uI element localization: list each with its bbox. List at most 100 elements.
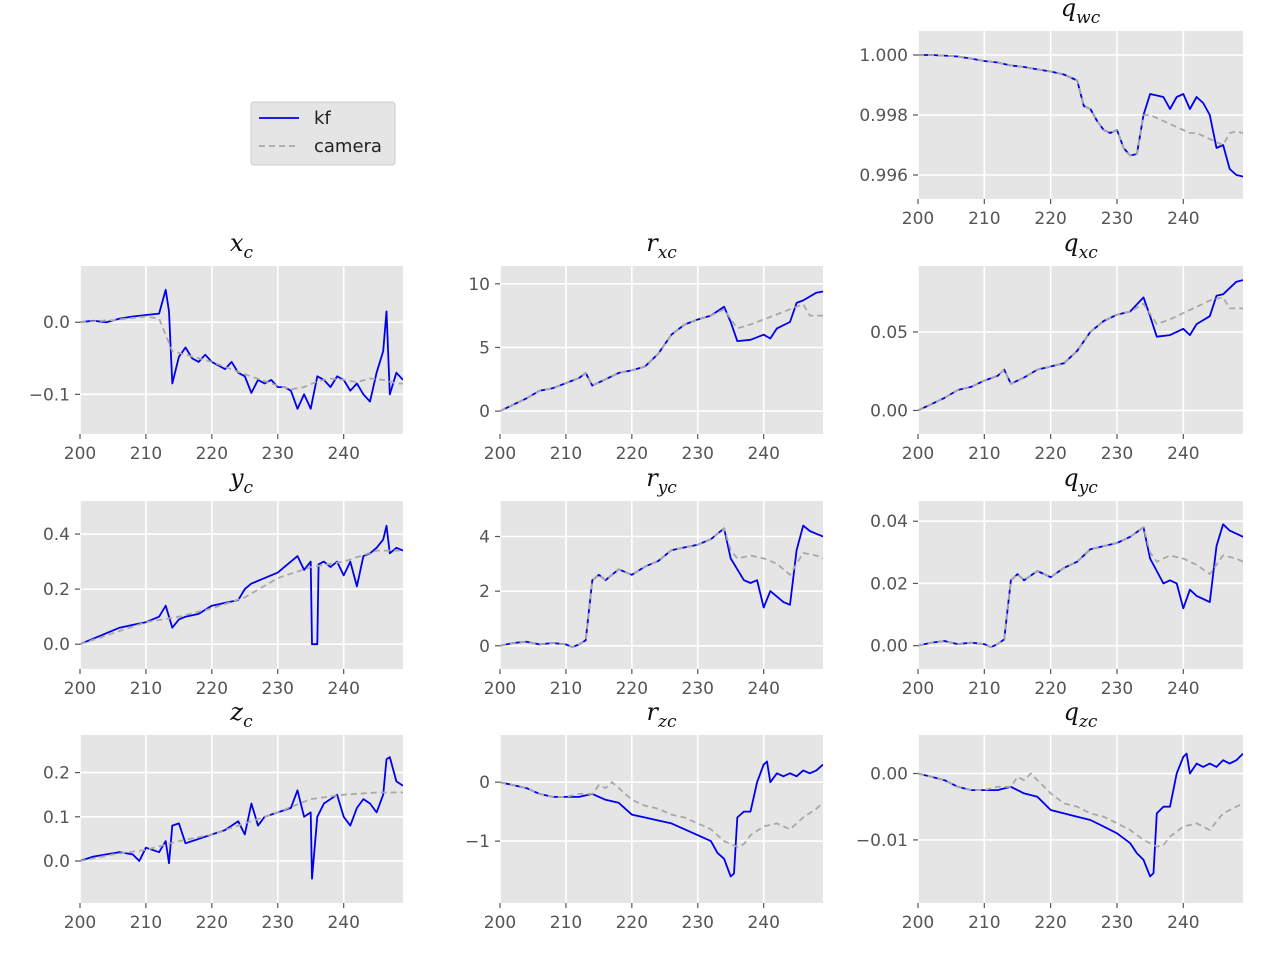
x-tick-label: 230 <box>262 444 294 464</box>
subplot-title-yc: yc <box>229 464 254 498</box>
legend-label-camera: camera <box>314 136 382 157</box>
x-tick-label: 240 <box>1167 444 1199 464</box>
x-tick-label: 210 <box>130 679 162 699</box>
x-tick-label: 230 <box>1101 444 1133 464</box>
y-tick-label: 0 <box>479 637 490 657</box>
series-line-kf-qzc <box>918 752 1243 878</box>
x-tick-label: 240 <box>1167 913 1199 933</box>
x-tick-label: 230 <box>262 679 294 699</box>
series-line-camera-rxc <box>500 303 823 412</box>
x-tick-label: 220 <box>616 913 648 933</box>
x-tick-label: 200 <box>64 913 96 933</box>
subplot-ryc: 200 210 220 230 240 0 2 4 ryc <box>479 464 823 699</box>
y-tick-label: 0.2 <box>43 764 70 784</box>
x-tick-label: 230 <box>682 679 714 699</box>
series-line-camera-rzc <box>500 781 823 848</box>
y-tick-label: −0.01 <box>856 831 908 851</box>
subplot-title-qxc: qxc <box>1063 229 1098 263</box>
series-line-camera-ryc <box>500 527 823 648</box>
x-tick-label: 210 <box>968 209 1000 229</box>
x-tick-label: 240 <box>327 679 359 699</box>
y-tick-label: 0.2 <box>43 580 70 600</box>
series-line-camera-qxc <box>918 296 1243 412</box>
x-tick-label: 220 <box>196 913 228 933</box>
x-tick-label: 230 <box>1101 209 1133 229</box>
x-tick-label: 200 <box>484 913 516 933</box>
series-line-kf-rzc <box>500 760 823 878</box>
y-tick-label: 0.1 <box>43 808 70 828</box>
series-line-camera-qyc <box>918 526 1243 649</box>
x-tick-label: 200 <box>64 444 96 464</box>
x-tick-label: 230 <box>682 913 714 933</box>
x-tick-label: 220 <box>1034 444 1066 464</box>
series-line-camera-qwc <box>918 54 1243 157</box>
subplot-title-rzc: rzc <box>647 698 677 732</box>
x-tick-label: 240 <box>747 679 779 699</box>
y-tick-label: 0.996 <box>859 166 908 186</box>
y-tick-label: −0.1 <box>29 385 70 405</box>
plot-area-rzc <box>500 735 823 903</box>
series-line-kf-zc <box>80 756 403 880</box>
y-tick-label: 10 <box>468 275 490 295</box>
x-tick-label: 200 <box>484 679 516 699</box>
y-tick-label: 0.00 <box>870 401 908 421</box>
series-line-camera-zc <box>80 791 403 862</box>
y-tick-label: 4 <box>479 528 490 548</box>
subplot-qxc: 200 210 220 230 240 0.00 0.05 qxc <box>870 229 1243 464</box>
y-tick-label: 0.00 <box>870 637 908 657</box>
y-tick-label: 5 <box>479 338 490 358</box>
plot-area-zc <box>80 735 403 903</box>
x-tick-label: 210 <box>968 444 1000 464</box>
x-tick-label: 230 <box>682 444 714 464</box>
x-tick-label: 220 <box>196 679 228 699</box>
subplot-rxc: 200 210 220 230 240 0 5 10 rxc <box>468 229 823 464</box>
y-tick-label: 0.04 <box>870 512 908 532</box>
subplot-title-qyc: qyc <box>1063 464 1098 498</box>
x-tick-label: 200 <box>902 679 934 699</box>
x-tick-label: 240 <box>1167 679 1199 699</box>
x-tick-label: 210 <box>130 913 162 933</box>
x-tick-label: 230 <box>1101 679 1133 699</box>
subplot-title-qzc: qzc <box>1064 698 1098 732</box>
y-tick-label: 0.4 <box>43 525 70 545</box>
plot-area-qzc <box>918 735 1243 903</box>
x-tick-label: 220 <box>1034 679 1066 699</box>
x-tick-label: 200 <box>64 679 96 699</box>
x-tick-label: 220 <box>1034 209 1066 229</box>
x-tick-label: 240 <box>747 444 779 464</box>
x-tick-label: 240 <box>1167 209 1199 229</box>
legend: kf camera <box>250 101 396 166</box>
y-tick-label: 0.02 <box>870 574 908 594</box>
plot-area-qxc <box>918 266 1243 434</box>
x-tick-label: 200 <box>484 444 516 464</box>
y-tick-label: 0.00 <box>870 765 908 785</box>
subplot-title-rxc: rxc <box>646 229 677 263</box>
series-line-camera-xc <box>80 315 403 391</box>
plot-area-yc <box>80 501 403 669</box>
x-tick-label: 200 <box>902 209 934 229</box>
subplot-title-zc: zc <box>229 698 253 732</box>
y-tick-label: 1.000 <box>859 46 908 66</box>
x-tick-label: 210 <box>968 679 1000 699</box>
x-tick-label: 200 <box>902 913 934 933</box>
y-tick-label: 0.05 <box>870 323 908 343</box>
subplot-title-qwc: qwc <box>1061 0 1101 28</box>
y-tick-label: 0.0 <box>43 635 70 655</box>
x-tick-label: 230 <box>1101 913 1133 933</box>
y-tick-label: −1 <box>465 832 490 852</box>
legend-label-kf: kf <box>314 108 331 129</box>
subplot-zc: 200 210 220 230 240 0.0 0.1 0.2 zc <box>43 698 403 933</box>
subplot-title-xc: xc <box>230 229 254 263</box>
x-tick-label: 210 <box>130 444 162 464</box>
y-tick-label: 0.0 <box>43 313 70 333</box>
y-tick-label: 0 <box>479 773 490 793</box>
subplot-rzc: 200 210 220 230 240 −1 0 rzc <box>465 698 823 933</box>
x-tick-label: 210 <box>550 444 582 464</box>
x-tick-label: 210 <box>968 913 1000 933</box>
y-tick-label: 0.998 <box>859 106 908 126</box>
subplot-yc: 200 210 220 230 240 0.0 0.2 0.4 yc <box>43 464 403 699</box>
x-tick-label: 220 <box>616 444 648 464</box>
plot-area-ryc <box>500 501 823 669</box>
x-tick-label: 230 <box>262 913 294 933</box>
